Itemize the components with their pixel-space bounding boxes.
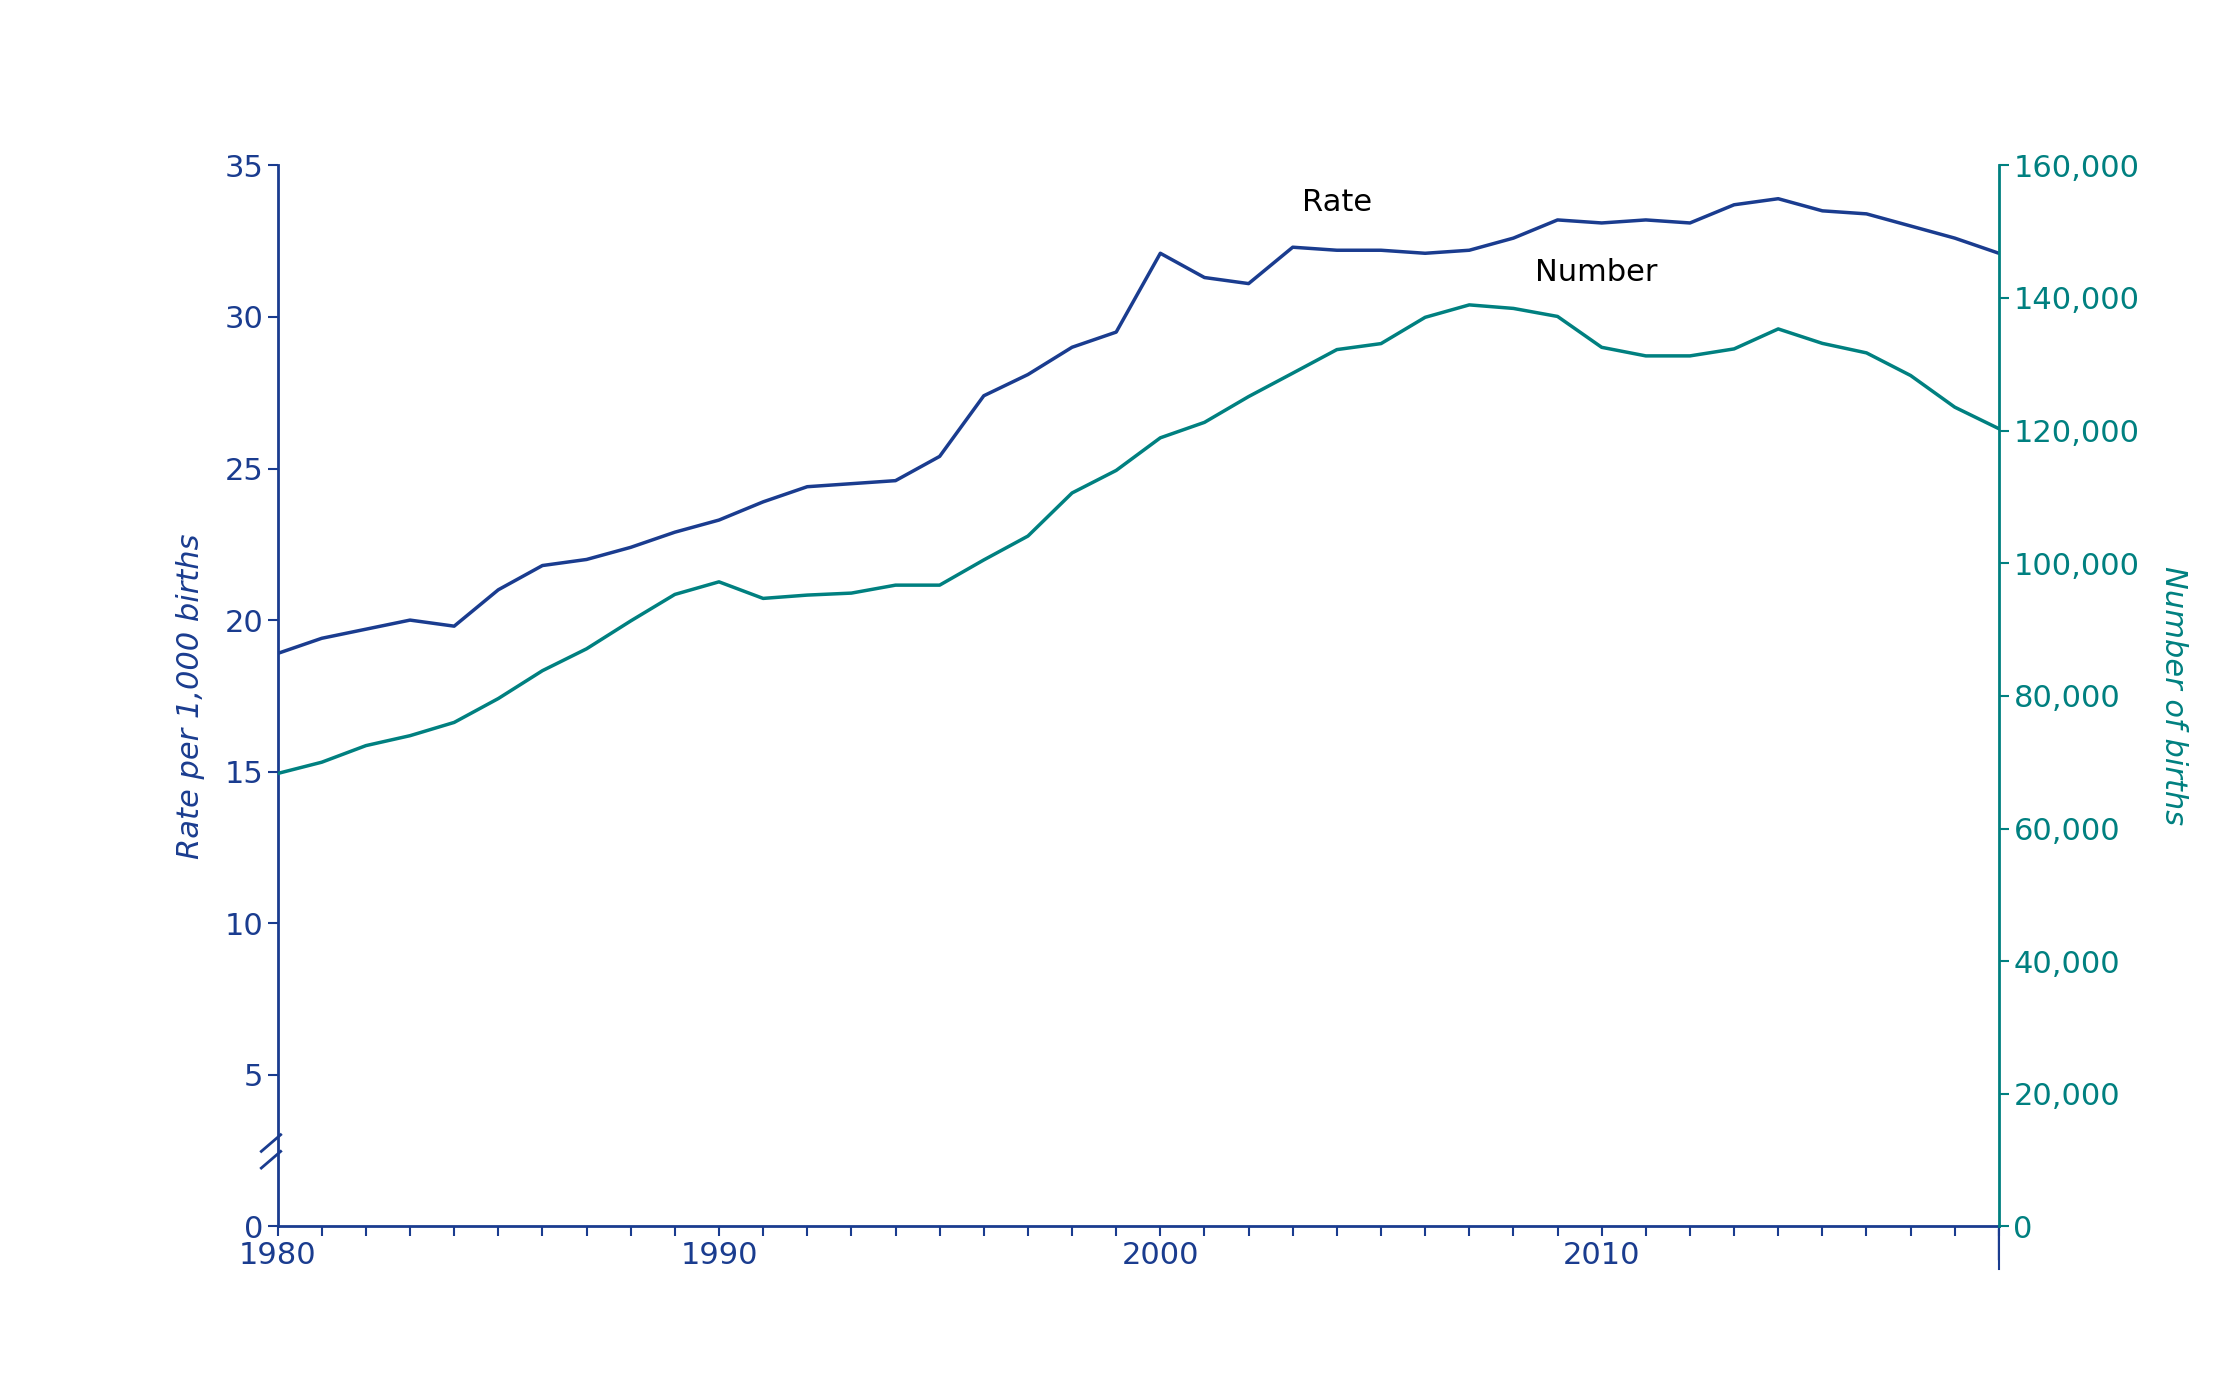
Text: Number: Number	[1535, 258, 1659, 287]
Y-axis label: Rate per 1,000 births: Rate per 1,000 births	[175, 533, 204, 858]
Text: Rate: Rate	[1302, 187, 1373, 216]
Y-axis label: Number of births: Number of births	[2159, 566, 2188, 825]
